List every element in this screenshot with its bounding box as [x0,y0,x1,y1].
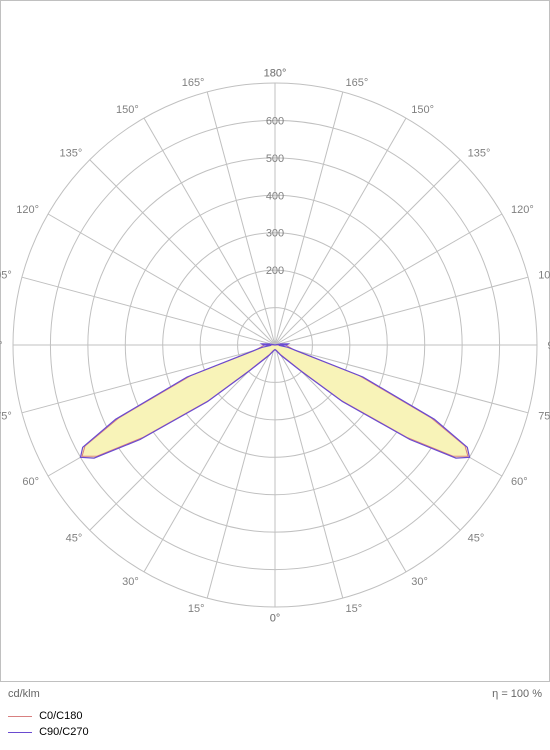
legend-swatch-c0 [8,716,32,717]
svg-text:75°: 75° [538,411,550,423]
svg-text:165°: 165° [346,77,369,89]
svg-text:135°: 135° [468,147,491,159]
svg-text:180°: 180° [264,68,287,80]
legend-swatch-c90 [8,732,32,733]
svg-text:45°: 45° [468,533,485,545]
legend-label-c90: C90/C270 [39,726,89,738]
svg-text:60°: 60° [22,476,39,488]
svg-text:300: 300 [266,228,284,240]
svg-text:60°: 60° [511,476,528,488]
svg-text:500: 500 [266,153,284,165]
svg-text:135°: 135° [60,147,83,159]
svg-text:600: 600 [266,115,284,127]
svg-text:150°: 150° [116,104,139,116]
efficiency-label: η = 100 % [492,688,542,700]
svg-text:105°: 105° [538,269,550,281]
svg-text:200: 200 [266,265,284,277]
svg-text:165°: 165° [182,77,205,89]
svg-text:30°: 30° [411,576,428,588]
svg-text:15°: 15° [346,603,363,615]
svg-text:45°: 45° [66,533,83,545]
svg-text:105°: 105° [0,269,12,281]
svg-text:120°: 120° [16,204,39,216]
legend-label-c0: C0/C180 [39,710,82,722]
polar-plot: 200 300 400 500 600 15° 30° 45° 60° 75° 90° 105° 120… [0,0,550,682]
svg-text:0°: 0° [270,612,281,624]
svg-text:400: 400 [266,190,284,202]
svg-text:30°: 30° [122,576,139,588]
legend-item-c90: C90/C270 [8,726,89,738]
legend-item-c0: C0/C180 [8,710,82,722]
svg-text:75°: 75° [0,411,12,423]
svg-text:15°: 15° [188,603,205,615]
svg-text:90°: 90° [0,340,3,352]
units-label: cd/klm [8,688,40,700]
svg-text:120°: 120° [511,204,534,216]
svg-text:150°: 150° [411,104,434,116]
